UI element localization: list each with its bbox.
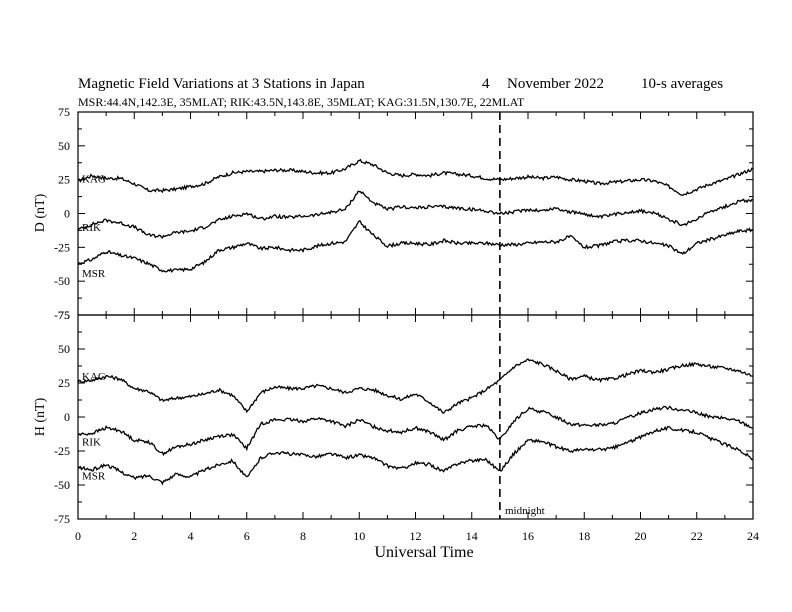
d-axis-label: D (nT) — [33, 193, 48, 232]
d-series-label-rik: RIK — [82, 222, 101, 234]
x-tick-label: 16 — [522, 529, 534, 543]
averaging-note: 10-s averages — [641, 76, 723, 92]
h-y-tick-label: 75 — [58, 308, 70, 322]
d-series-msr-line — [77, 220, 754, 274]
x-tick-label: 22 — [691, 529, 703, 543]
h-y-tick-label: 25 — [58, 376, 70, 390]
x-tick-label: 18 — [578, 529, 590, 543]
d-series-rik-line — [77, 190, 754, 239]
h-panel-frame — [77, 314, 754, 520]
d-y-tick-label: 0 — [64, 207, 70, 221]
series-layer: KAG RIK MSR KAG RIK MSR — [77, 112, 754, 519]
midnight-annotation: midnight — [505, 505, 545, 517]
x-tick-label: 14 — [466, 529, 478, 543]
x-axis-label: Universal Time — [374, 544, 473, 561]
x-tick-label: 6 — [244, 529, 250, 543]
h-axis-label: H (nT) — [33, 397, 48, 436]
chart-title: Magnetic Field Variations at 3 Stations … — [78, 76, 365, 92]
d-y-tick-label: 50 — [58, 139, 70, 153]
h-y-tick-label: -50 — [54, 478, 70, 492]
h-y-tick-label: 0 — [64, 410, 70, 424]
h-series-msr-line — [77, 425, 754, 486]
h-component-panel — [77, 314, 754, 520]
x-tick-label: 24 — [747, 529, 759, 543]
h-series-kag-line — [77, 358, 754, 415]
x-tick-label: 0 — [75, 529, 81, 543]
x-tick-label: 4 — [188, 529, 194, 543]
h-series-label-kag: KAG — [82, 371, 106, 383]
x-tick-label: 20 — [635, 529, 647, 543]
h-series-rik-line — [77, 405, 754, 457]
h-y-tick-label: 50 — [58, 342, 70, 356]
d-series-label-msr: MSR — [82, 268, 106, 280]
h-series-label-rik: RIK — [82, 436, 101, 448]
d-y-tick-label: -25 — [54, 240, 70, 254]
d-y-tick-label: 25 — [58, 173, 70, 187]
h-y-tick-label: -25 — [54, 444, 70, 458]
date-month: November — [507, 76, 570, 92]
h-series-label-msr: MSR — [82, 470, 106, 482]
d-series-label-kag: KAG — [82, 173, 106, 185]
date-day: 4 — [482, 76, 490, 92]
x-tick-label: 8 — [300, 529, 306, 543]
d-y-tick-label: -75 — [54, 308, 70, 322]
d-y-tick-label: -50 — [54, 274, 70, 288]
d-series-kag-line — [77, 158, 754, 197]
h-y-tick-label: -75 — [54, 512, 70, 526]
station-subtitle: MSR:44.4N,142.3E, 35MLAT; RIK:43.5N,143.… — [78, 95, 525, 109]
x-tick-label: 2 — [131, 529, 137, 543]
d-y-tick-label: 75 — [58, 105, 70, 119]
date-year: 2022 — [574, 76, 604, 92]
x-tick-label: 10 — [353, 529, 365, 543]
x-tick-label: 12 — [410, 529, 422, 543]
